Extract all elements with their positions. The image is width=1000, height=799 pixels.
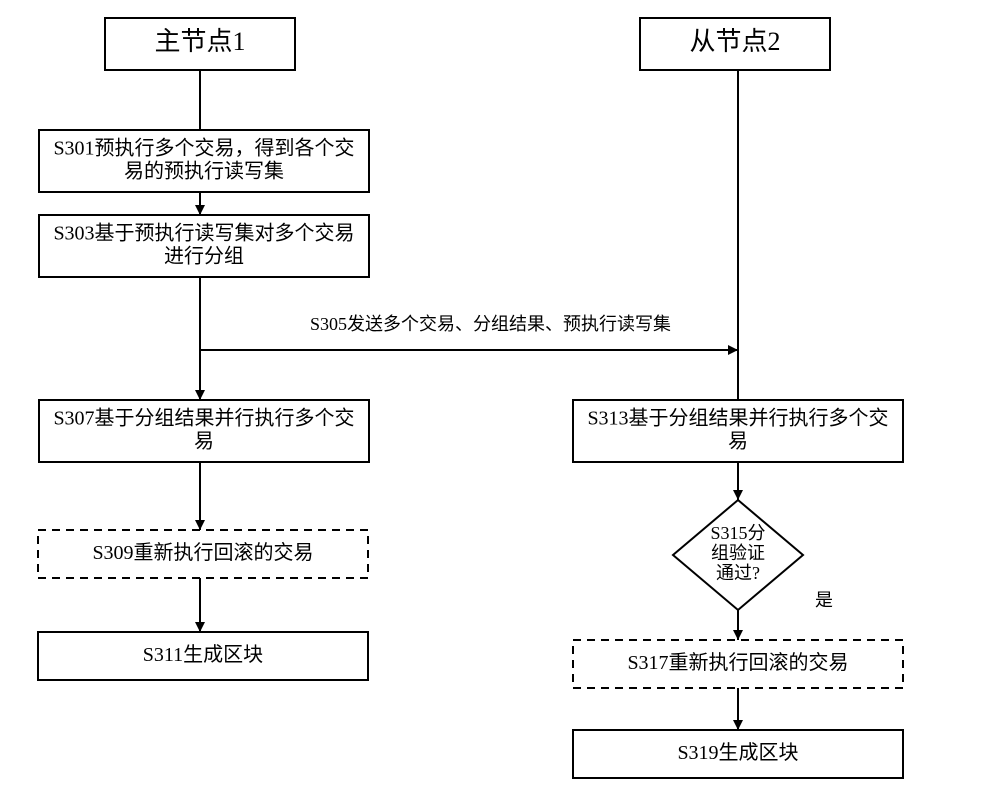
svg-text:S317重新执行回滚的交易: S317重新执行回滚的交易 (627, 651, 848, 674)
slave-node-title: 从节点2 (640, 18, 830, 70)
svg-text:主节点1: 主节点1 (154, 27, 245, 56)
decision-yes-label: 是 (815, 590, 833, 610)
svg-text:S309重新执行回滚的交易: S309重新执行回滚的交易 (92, 541, 313, 564)
svg-text:S301预执行多个交易，得到各个交易的预执行读写集: S301预执行多个交易，得到各个交易的预执行读写集 (53, 136, 354, 182)
step-s307: S307基于分组结果并行执行多个交易 (39, 400, 369, 462)
svg-text:S307基于分组结果并行执行多个交易: S307基于分组结果并行执行多个交易 (53, 406, 354, 452)
svg-text:S303基于预执行读写集对多个交易进行分组: S303基于预执行读写集对多个交易进行分组 (53, 221, 354, 267)
step-s301: S301预执行多个交易，得到各个交易的预执行读写集 (39, 130, 369, 192)
svg-text:S313基于分组结果并行执行多个交易: S313基于分组结果并行执行多个交易 (587, 406, 888, 452)
master-node-title: 主节点1 (105, 18, 295, 70)
step-s309: S309重新执行回滚的交易 (38, 530, 368, 578)
step-s319: S319生成区块 (573, 730, 903, 778)
svg-text:S315分组验证通过?: S315分组验证通过? (710, 523, 765, 583)
svg-text:从节点2: 从节点2 (689, 27, 780, 56)
arrow-label-s305: S305发送多个交易、分组结果、预执行读写集 (310, 314, 671, 334)
svg-text:S311生成区块: S311生成区块 (143, 643, 263, 666)
step-s311: S311生成区块 (38, 632, 368, 680)
svg-text:S319生成区块: S319生成区块 (677, 741, 798, 764)
step-s303: S303基于预执行读写集对多个交易进行分组 (39, 215, 369, 277)
step-s317: S317重新执行回滚的交易 (573, 640, 903, 688)
step-s313: S313基于分组结果并行执行多个交易 (573, 400, 903, 462)
decision-s315: S315分组验证通过? 是 (673, 500, 833, 610)
